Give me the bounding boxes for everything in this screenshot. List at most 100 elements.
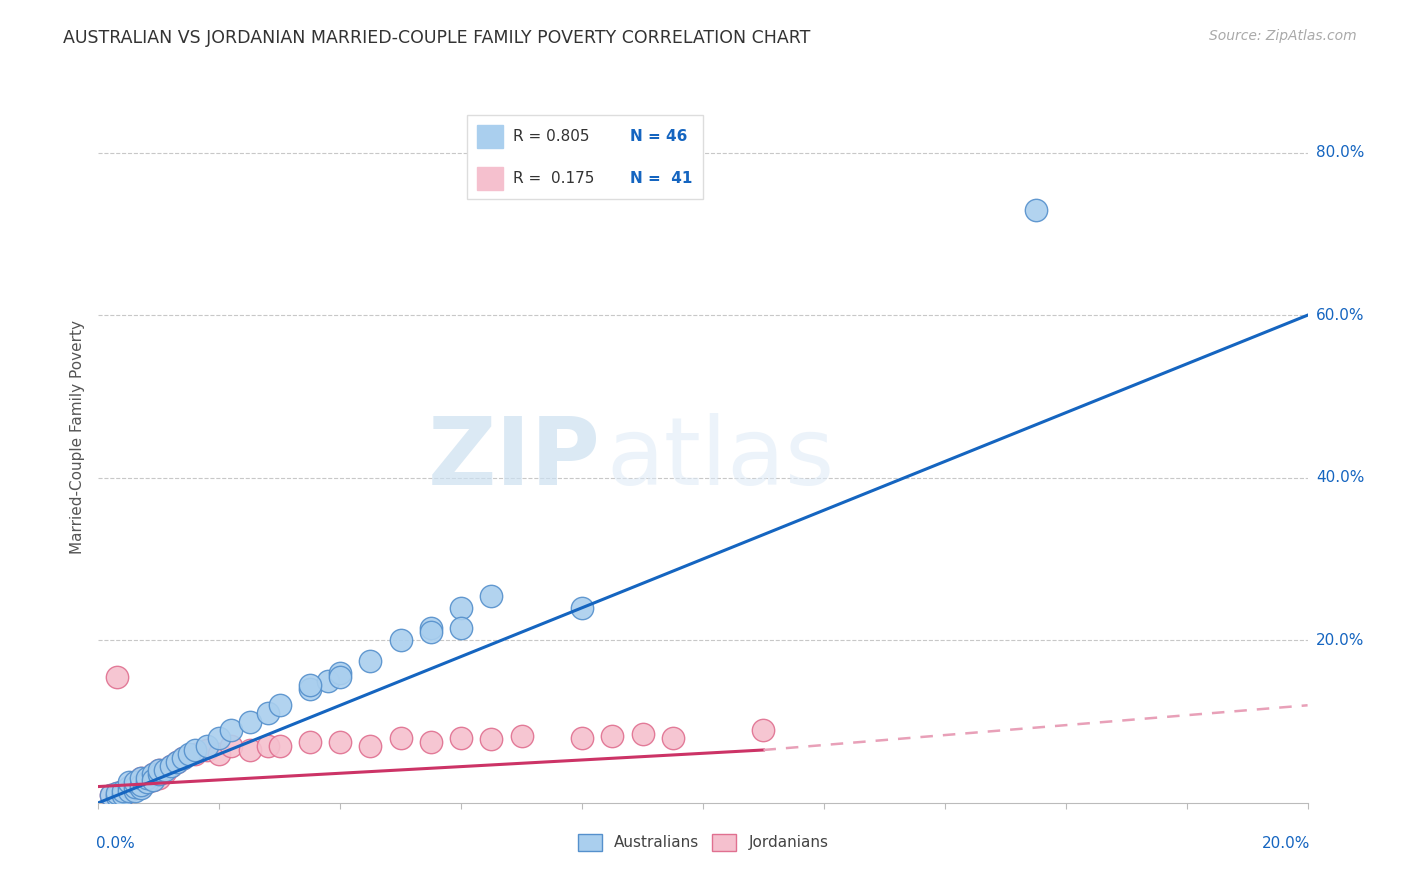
Text: 80.0%: 80.0%	[1316, 145, 1364, 161]
Point	[389, 633, 412, 648]
Point	[105, 789, 128, 804]
Text: 20.0%: 20.0%	[1261, 836, 1310, 851]
Y-axis label: Married-Couple Family Poverty: Married-Couple Family Poverty	[69, 320, 84, 554]
Point	[129, 772, 152, 786]
Point	[111, 788, 134, 802]
Text: R =  0.175: R = 0.175	[513, 171, 595, 186]
Point	[148, 772, 170, 786]
Text: 60.0%: 60.0%	[1316, 308, 1364, 323]
Point	[481, 589, 503, 603]
Point	[269, 698, 291, 713]
Point	[148, 764, 170, 778]
Point	[420, 735, 443, 749]
Text: atlas: atlas	[606, 413, 835, 505]
Point	[105, 786, 128, 800]
Point	[239, 743, 262, 757]
Point	[111, 783, 134, 797]
Point	[129, 772, 152, 786]
Point	[105, 786, 128, 800]
Point	[208, 731, 231, 745]
Point	[661, 731, 683, 745]
Point	[100, 788, 122, 802]
Point	[148, 764, 170, 778]
Point	[602, 729, 624, 743]
Point	[129, 781, 152, 796]
Text: 40.0%: 40.0%	[1316, 470, 1364, 485]
Point	[142, 767, 165, 781]
Text: 20.0%: 20.0%	[1316, 632, 1364, 648]
Point	[124, 775, 146, 789]
Point	[510, 729, 533, 743]
Point	[360, 739, 382, 753]
Point	[299, 681, 322, 696]
FancyBboxPatch shape	[467, 115, 703, 200]
Point	[166, 755, 188, 769]
Point	[329, 670, 352, 684]
Text: R = 0.805: R = 0.805	[513, 128, 589, 144]
Text: Source: ZipAtlas.com: Source: ZipAtlas.com	[1209, 29, 1357, 44]
Point	[420, 621, 443, 635]
Point	[316, 673, 339, 688]
Text: 0.0%: 0.0%	[96, 836, 135, 851]
Text: AUSTRALIAN VS JORDANIAN MARRIED-COUPLE FAMILY POVERTY CORRELATION CHART: AUSTRALIAN VS JORDANIAN MARRIED-COUPLE F…	[63, 29, 811, 47]
Point	[172, 751, 194, 765]
Point	[160, 759, 183, 773]
Point	[105, 670, 128, 684]
Point	[105, 789, 128, 804]
Point	[118, 783, 141, 797]
Point	[179, 747, 201, 761]
Point	[571, 731, 593, 745]
Point	[166, 755, 188, 769]
Point	[299, 735, 322, 749]
Point	[135, 775, 157, 789]
Point	[195, 739, 218, 753]
Point	[160, 759, 183, 773]
Point	[142, 767, 165, 781]
Point	[118, 775, 141, 789]
Point	[420, 625, 443, 640]
Point	[256, 739, 278, 753]
Point	[360, 654, 382, 668]
Point	[269, 739, 291, 753]
Point	[631, 727, 654, 741]
Point	[129, 778, 152, 792]
Bar	[477, 167, 503, 190]
Point	[208, 747, 231, 761]
Point	[100, 788, 122, 802]
Point	[135, 775, 157, 789]
Point	[142, 772, 165, 787]
Point	[124, 780, 146, 794]
Point	[256, 706, 278, 721]
Text: ZIP: ZIP	[427, 413, 600, 505]
Point	[118, 783, 141, 797]
Point	[111, 783, 134, 797]
Point	[129, 780, 152, 794]
Point	[299, 678, 322, 692]
Bar	[477, 125, 503, 148]
Point	[571, 600, 593, 615]
Point	[153, 764, 176, 779]
Point	[124, 781, 146, 796]
Point	[124, 775, 146, 789]
Text: N =  41: N = 41	[630, 171, 693, 186]
Point	[329, 665, 352, 680]
Point	[118, 780, 141, 794]
Point	[135, 772, 157, 786]
Point	[389, 731, 412, 745]
Point	[124, 783, 146, 797]
Point	[148, 767, 170, 781]
Point	[172, 751, 194, 765]
Text: N = 46: N = 46	[630, 128, 688, 144]
Point	[329, 735, 352, 749]
Point	[184, 743, 207, 757]
Point	[752, 723, 775, 737]
Point	[184, 747, 207, 761]
Point	[118, 780, 141, 794]
Point	[142, 772, 165, 787]
Point	[450, 731, 472, 745]
Point	[195, 743, 218, 757]
Point	[221, 739, 243, 753]
Point	[135, 772, 157, 786]
Point	[450, 621, 472, 635]
Point	[1024, 202, 1046, 217]
